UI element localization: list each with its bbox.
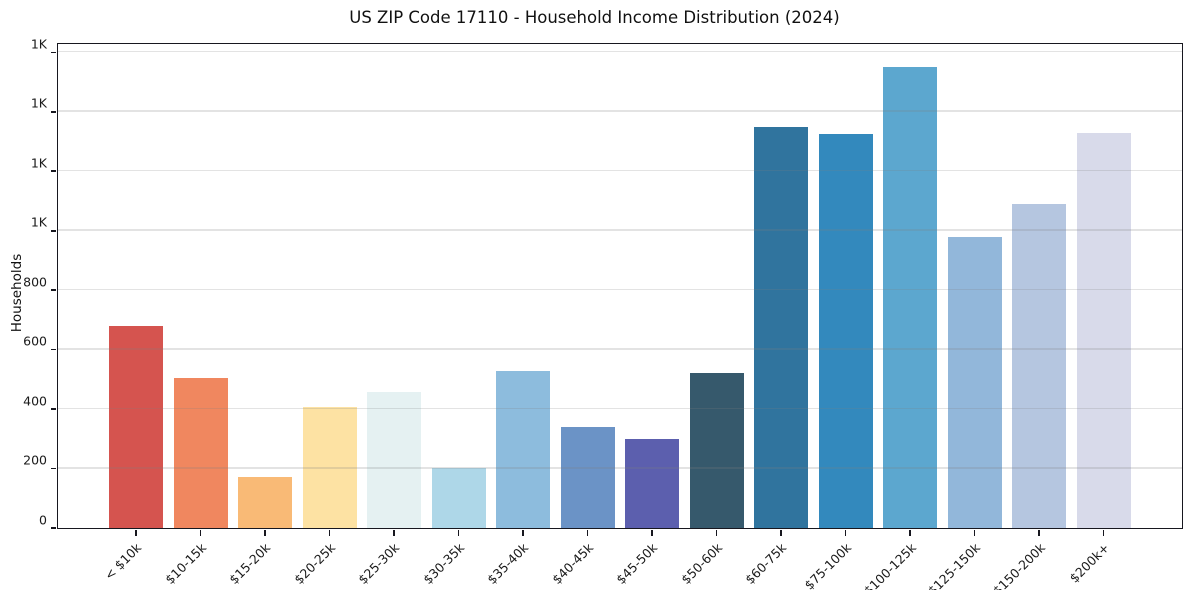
chart-title: US ZIP Code 17110 - Household Income Dis… [349,8,840,27]
x-tick-mark [135,530,137,536]
x-tick-label: $40-45k [549,540,597,588]
x-tick-mark [1102,530,1105,536]
y-tick-mark [51,467,56,470]
bar-100-125k [883,67,937,528]
y-tick-mark [51,111,56,113]
x-tick-mark [973,530,976,536]
gridline [58,110,1182,112]
bar-25-30k [367,391,421,528]
x-tick-mark [199,530,202,536]
bar-45-50k [625,439,679,528]
bar-200k [1076,132,1131,528]
x-tick-mark [909,530,911,536]
y-tick-mark [51,289,56,291]
x-tick-mark [522,530,524,536]
x-tick-label: $125-150k [924,540,984,590]
gridline [58,50,1182,53]
y-tick-label: 0 [39,512,47,527]
y-tick-label: 200 [23,452,47,468]
x-tick-mark [586,530,589,536]
x-tick-mark [780,530,782,536]
plot-area: 0 200 400 600 800 1K 1K 1K 1K < $10k $10-15k $15-20… [23,36,1183,590]
y-tick-mark [51,408,56,410]
x-tick-mark [328,530,331,536]
y-tick-label: 1K [30,95,47,111]
y-tick-mark [51,51,56,54]
x-tick-label: $10-15k [162,540,210,588]
x-tick-label: $100-125k [860,540,919,590]
bar-15-20k [238,477,292,528]
x-tick-mark [1038,530,1040,536]
bar-10-15k [173,377,228,528]
x-tick-mark [393,530,395,536]
y-tick-label: 600 [23,333,47,349]
y-tick-mark [51,348,56,351]
x-tick-label: $35-40k [484,540,532,588]
x-tick-label: $200k+ [1066,540,1113,586]
x-tick-label: $15-20k [226,540,274,588]
bar-10k [109,325,163,528]
bar-50-60k [689,372,744,528]
x-tick-mark [457,530,460,536]
x-tick-mark [715,530,718,536]
y-tick-label: 400 [23,393,47,409]
x-tick-label: $20-25k [291,540,339,588]
x-tick-label: < $10k [101,540,145,583]
bar-30-35k [431,468,486,528]
gridline [58,169,1182,172]
bar-125-150k [947,236,1002,528]
y-tick-label: 1K [30,36,47,52]
x-tick-mark [844,530,847,536]
y-tick-mark [51,527,56,529]
x-tick-label: $50-60k [678,540,726,588]
x-tick-label: $60-75k [742,540,790,588]
y-tick-mark [51,229,56,232]
bar-150-200k [1012,203,1066,528]
x-tick-label: $45-50k [613,540,661,588]
y-axis-label: Households [9,253,25,333]
x-tick-label: $150-200k [989,540,1048,590]
bar-20-25k [302,406,357,528]
x-tick-mark [651,530,653,536]
x-tick-label: $75-100k [801,540,855,590]
y-tick-label: 800 [23,274,47,290]
bar-40-45k [560,427,615,528]
x-tick-label: $30-35k [420,540,468,588]
y-tick-mark [51,170,56,173]
x-tick-mark [264,530,266,536]
bar-60-75k [754,126,808,528]
y-tick-label: 1K [30,155,47,171]
bar-75-100k [818,134,873,528]
y-tick-label: 1K [30,214,47,230]
x-tick-label: $25-30k [355,540,403,588]
bar-35-40k [496,371,550,528]
